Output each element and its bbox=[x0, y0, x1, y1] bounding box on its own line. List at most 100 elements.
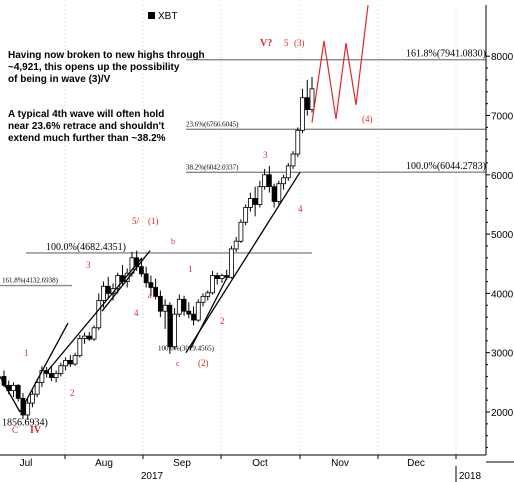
wave-label: (3) bbox=[294, 38, 305, 48]
wave-label: 2 bbox=[220, 316, 225, 326]
candle-down bbox=[191, 313, 196, 321]
wave-label: 4 bbox=[134, 308, 139, 318]
candle-down bbox=[181, 298, 187, 312]
wave-label: (2) bbox=[198, 358, 209, 368]
candle-down bbox=[304, 97, 310, 110]
y-tick-label: 7000 bbox=[491, 112, 514, 123]
candle-up bbox=[30, 393, 35, 404]
wave-label: 2 bbox=[70, 388, 75, 398]
note-line: extend much further than ~38.2% bbox=[8, 133, 166, 144]
wave-label: (1) bbox=[148, 216, 159, 226]
candle-down bbox=[271, 186, 277, 202]
note-line: of being in wave (3)/V bbox=[8, 74, 111, 85]
y-tick-label: 6000 bbox=[491, 171, 514, 182]
candle-up bbox=[281, 177, 286, 185]
x-month-label: Aug bbox=[95, 458, 113, 469]
note-line: Having now broken to new highs through bbox=[8, 50, 205, 61]
candle-up bbox=[176, 298, 182, 315]
wave-label: a bbox=[148, 291, 152, 300]
x-month-label: Dec bbox=[407, 458, 425, 469]
trend-line bbox=[185, 171, 301, 354]
candle-up bbox=[290, 153, 296, 167]
legend-swatch bbox=[148, 12, 155, 19]
wave-label: IV bbox=[30, 425, 42, 436]
note-wave4: A typical 4th wave will often hold near 2… bbox=[8, 109, 166, 144]
level-label: 100.0%(4682.4351) bbox=[46, 242, 126, 253]
note-line: A typical 4th wave will often hold bbox=[8, 109, 164, 120]
candle-down bbox=[186, 310, 192, 315]
x-month-label: Sep bbox=[173, 458, 191, 469]
candle-up bbox=[262, 174, 268, 188]
y-tick-label: 8000 bbox=[491, 52, 514, 63]
candle-up bbox=[300, 97, 305, 131]
candle-down bbox=[15, 384, 21, 399]
x-month-label: Oct bbox=[252, 458, 268, 469]
wave-label: V? bbox=[260, 38, 272, 49]
level-label: 161.8%(7941.0830) bbox=[406, 49, 486, 60]
wave-label: C bbox=[12, 425, 18, 435]
x-year-label: 2017 bbox=[141, 471, 164, 482]
x-year-label: 2018 bbox=[459, 471, 482, 482]
x-month-label: Jul bbox=[20, 458, 33, 469]
candle-up bbox=[115, 275, 121, 290]
candle-up bbox=[243, 207, 249, 223]
candle-down bbox=[157, 295, 163, 312]
level-label: 100.0%(6044.2783) bbox=[406, 161, 486, 172]
candle-up bbox=[285, 165, 291, 179]
candle-up bbox=[34, 381, 40, 395]
wave-label: b bbox=[171, 237, 175, 246]
candle-up bbox=[200, 295, 206, 303]
candle-up bbox=[233, 240, 239, 250]
candle-up bbox=[309, 88, 315, 110]
candle-up bbox=[96, 300, 102, 329]
candle-down bbox=[86, 335, 92, 340]
note-highs: Having now broken to new highs through ~4… bbox=[8, 50, 205, 85]
note-line: near 23.6% retrace and shouldn't bbox=[8, 121, 165, 132]
note-line: ~4,921, this opens up the possibility bbox=[8, 62, 180, 73]
candle-series bbox=[1, 76, 315, 420]
candle-up bbox=[53, 373, 59, 379]
candle-up bbox=[276, 183, 282, 202]
level-label: 23.6%(6766.6045) bbox=[186, 120, 239, 128]
projection-line bbox=[311, 5, 369, 123]
candle-up bbox=[295, 129, 301, 155]
candle-down bbox=[214, 275, 220, 279]
axes: 2000 3000 4000 5000 6000 7000 8000 Jul Aug Sep Oct… bbox=[0, 5, 514, 482]
wave-label: 1 bbox=[188, 264, 193, 274]
candle-up bbox=[257, 186, 263, 205]
candle-down bbox=[167, 304, 173, 348]
y-tick-label: 4000 bbox=[491, 289, 514, 300]
candle-up bbox=[58, 365, 64, 374]
candle-up bbox=[205, 292, 211, 297]
trend-line bbox=[189, 275, 229, 351]
candle-up bbox=[63, 360, 68, 367]
candle-up bbox=[72, 355, 78, 365]
candle-up bbox=[82, 335, 87, 339]
trend-line bbox=[0, 376, 21, 413]
candle-down bbox=[148, 282, 154, 288]
wave-label: 4 bbox=[298, 204, 303, 214]
candle-up bbox=[11, 384, 16, 392]
wave-label: c bbox=[176, 359, 180, 368]
candle-down bbox=[67, 360, 73, 365]
candle-up bbox=[172, 313, 177, 348]
candle-down bbox=[139, 266, 144, 275]
level-label: 38.2%(6042.0337) bbox=[186, 163, 239, 171]
wave-label: (4) bbox=[362, 114, 373, 124]
y-tick-label: 5000 bbox=[491, 230, 514, 241]
candle-up bbox=[101, 285, 106, 301]
projection-path bbox=[311, 5, 369, 123]
trend-line bbox=[47, 257, 143, 371]
candle-up bbox=[91, 327, 97, 340]
candle-up bbox=[25, 402, 31, 416]
candle-down bbox=[105, 285, 111, 294]
wave-label: 5 bbox=[284, 38, 289, 48]
grid-lines bbox=[64, 5, 457, 455]
candle-up bbox=[77, 338, 83, 357]
candle-up bbox=[219, 275, 225, 279]
candle-up bbox=[247, 198, 253, 208]
candle-down bbox=[44, 370, 50, 374]
level-label: 1856.6934) bbox=[2, 417, 48, 428]
candle-down bbox=[252, 198, 258, 205]
